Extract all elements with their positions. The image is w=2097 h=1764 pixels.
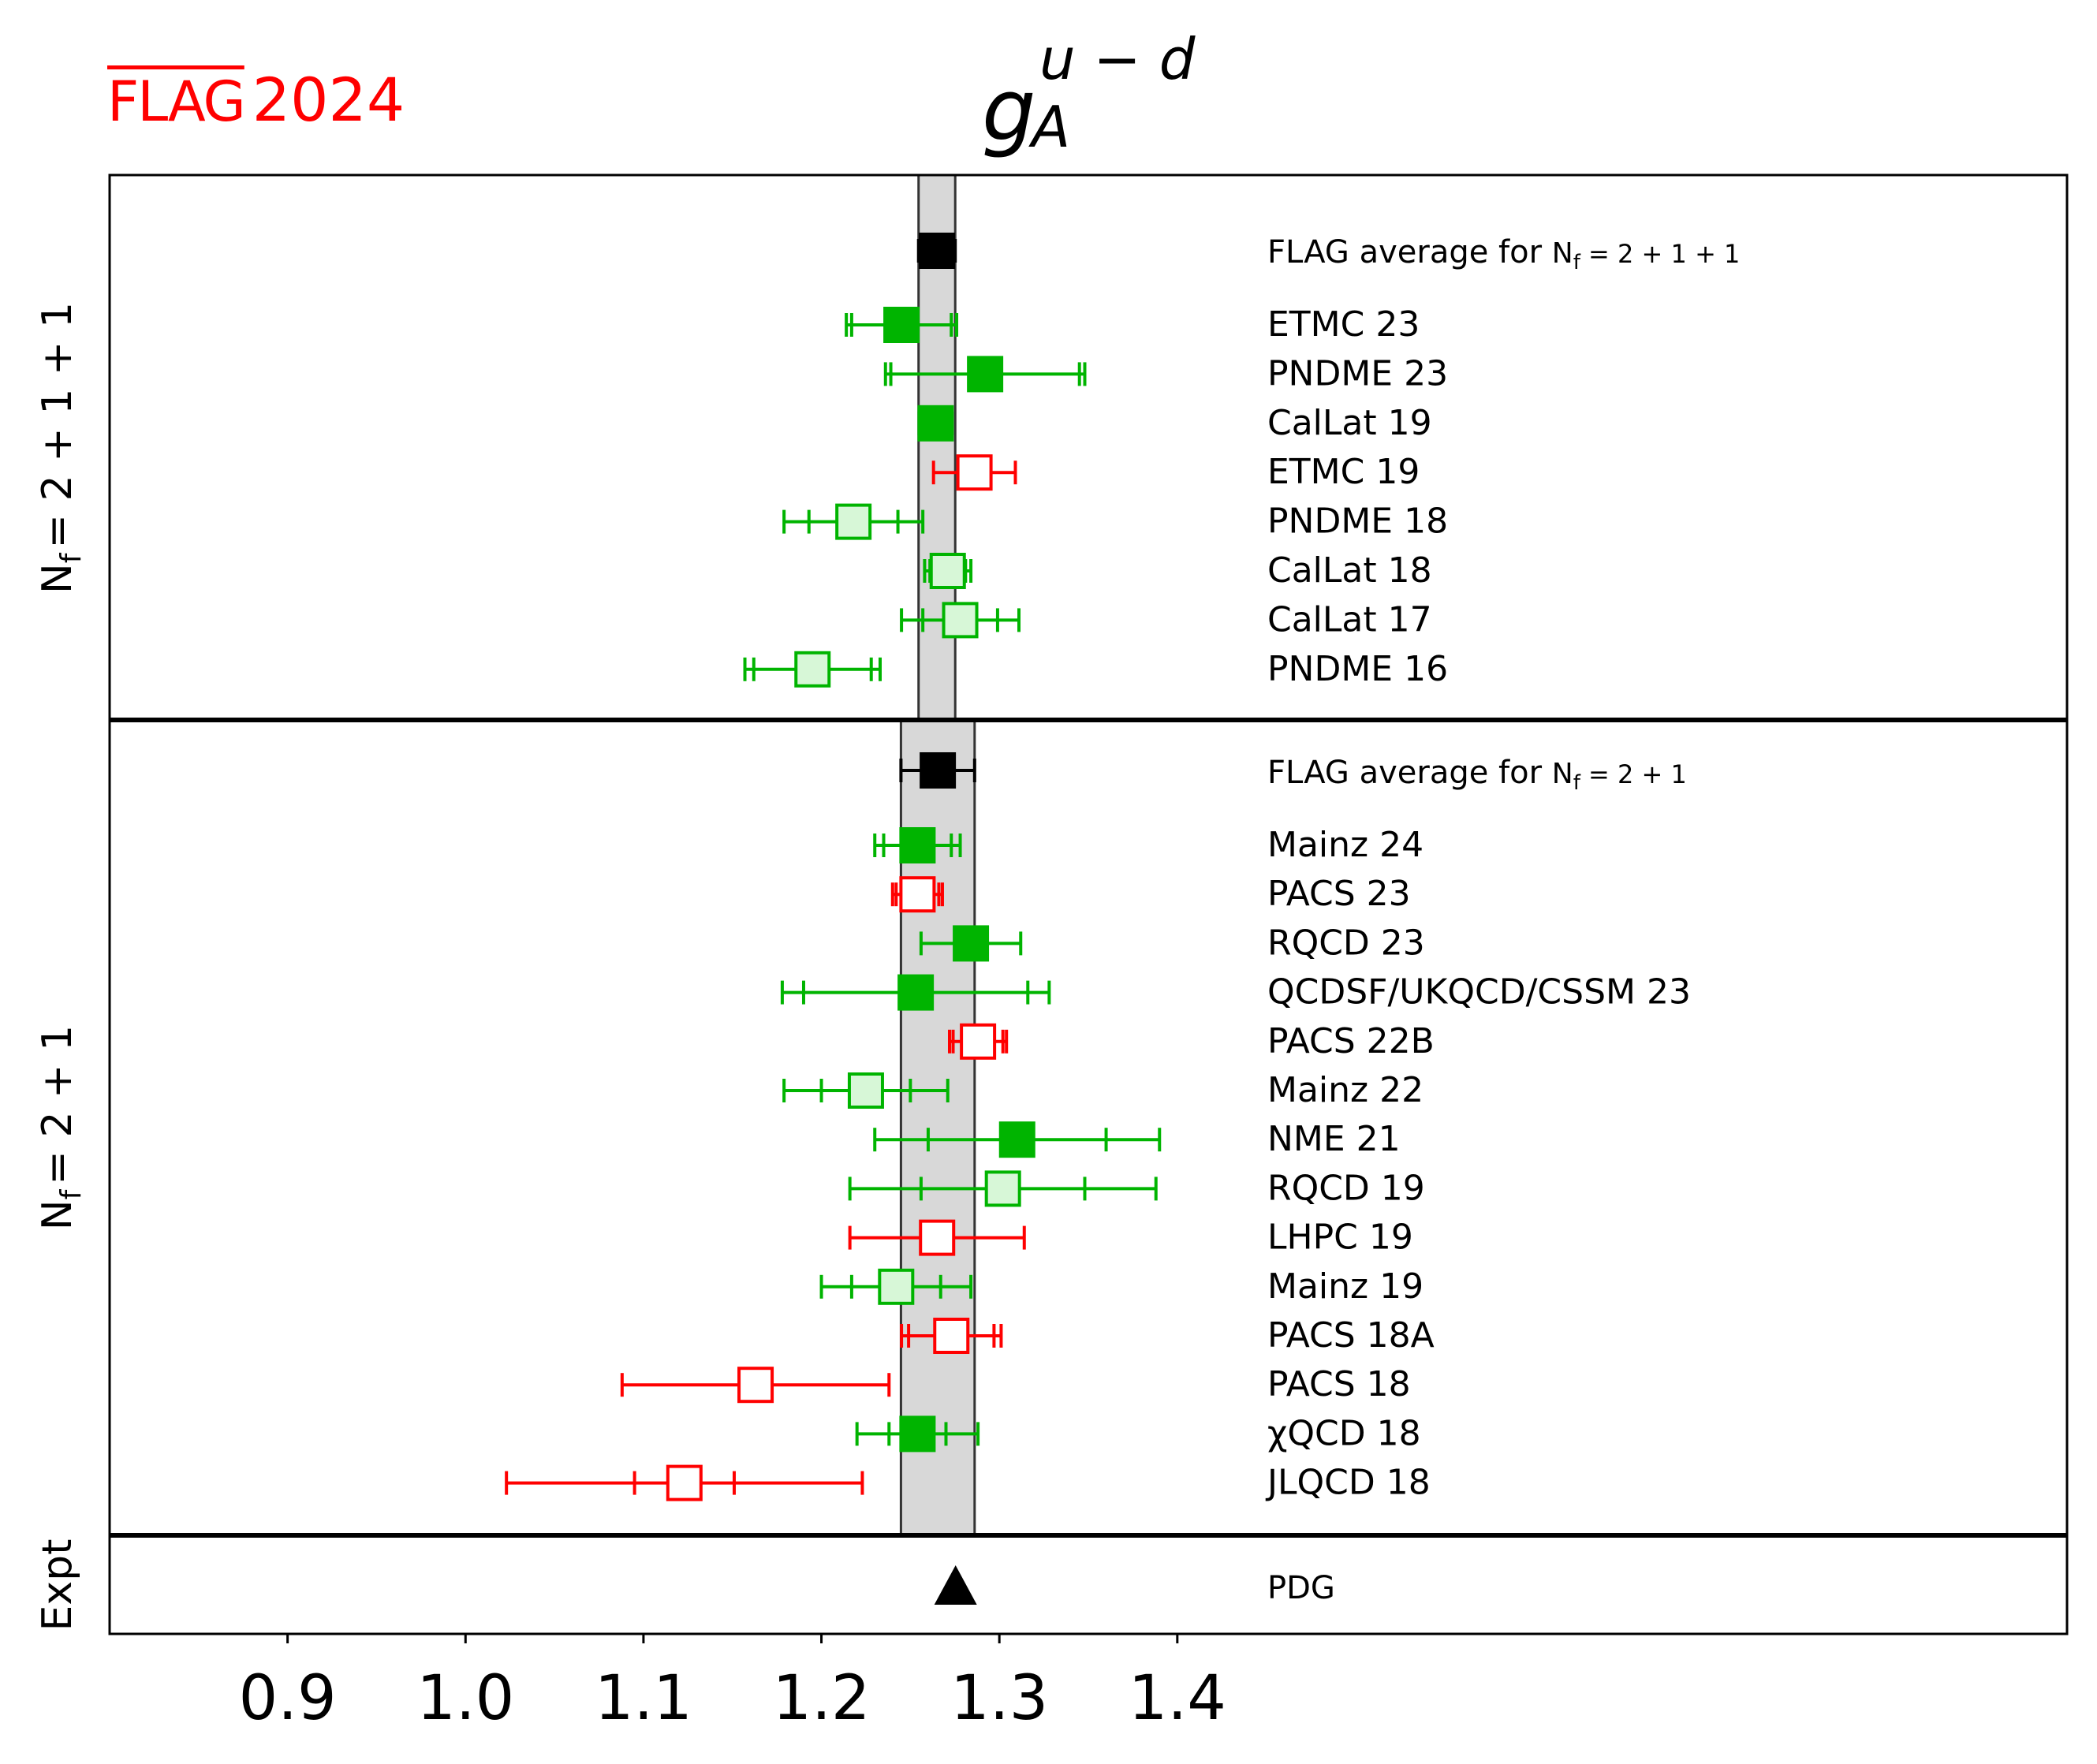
- collaboration-label: CalLat 18: [1267, 550, 1432, 591]
- panel-label-expt: Expt: [34, 1538, 81, 1631]
- flag-logo-year: 2024: [252, 65, 405, 135]
- x-tick-label: 1.1: [595, 1663, 692, 1734]
- point-nf21-1-marker: [899, 876, 936, 913]
- point-nf2111-4-marker: [835, 503, 872, 540]
- collaboration-label: JLQCD 18: [1265, 1463, 1431, 1503]
- collaboration-label: PACS 18A: [1267, 1315, 1435, 1356]
- point-nf21-11-marker: [737, 1367, 774, 1404]
- average-label-nf21: FLAG average for Nf = 2 + 1: [1267, 755, 1687, 795]
- collaboration-label: NME 21: [1267, 1119, 1401, 1159]
- flag-average-nf2111-marker: [918, 233, 955, 269]
- point-nf21-12-errorbar: [855, 1422, 980, 1446]
- point-nf2111-2-marker: [917, 405, 954, 442]
- collaboration-label: RQCD 23: [1267, 923, 1425, 963]
- point-nf21-9-marker: [878, 1268, 915, 1305]
- point-nf2111-5-marker: [929, 553, 966, 589]
- point-nf21-2-marker: [953, 925, 990, 962]
- x-tick-label: 0.9: [239, 1663, 337, 1734]
- point-nf21-3-marker: [897, 974, 935, 1011]
- point-nf2111-0-marker: [883, 307, 920, 343]
- point-nf21-4-marker: [960, 1023, 997, 1060]
- collaboration-label: PNDME 18: [1267, 502, 1448, 542]
- point-nf2111-4-errorbar: [782, 509, 925, 534]
- collaboration-label: Mainz 19: [1267, 1266, 1423, 1307]
- panel-label-nf2111: Nf= 2 + 1 + 1: [34, 302, 88, 594]
- x-tick-label: 1.0: [416, 1663, 514, 1734]
- collaboration-label: PACS 22B: [1267, 1021, 1435, 1061]
- collaboration-label: LHPC 19: [1267, 1218, 1413, 1258]
- flag-2024-logo: FLAG 2024: [107, 65, 405, 135]
- collaboration-label: PNDME 23: [1267, 353, 1448, 393]
- flag-logo-text: FLAG: [107, 69, 246, 134]
- collaboration-label: PACS 23: [1267, 874, 1411, 914]
- collaboration-label: PDG: [1267, 1570, 1335, 1606]
- collaboration-label: χQCD 18: [1267, 1413, 1421, 1453]
- collaboration-label: QCDSF/UKQCD/CSSM 23: [1267, 972, 1691, 1013]
- point-nf2111-6-marker: [942, 602, 979, 639]
- x-tick-label: 1.3: [950, 1663, 1048, 1734]
- plot-frame: [108, 173, 2069, 1635]
- x-tick-label: 1.4: [1129, 1663, 1226, 1734]
- collaboration-label: Mainz 22: [1267, 1070, 1423, 1110]
- point-nf2111-6-errorbar: [900, 608, 1021, 632]
- point-nf2111-1-marker: [967, 356, 1004, 393]
- collaboration-label: ETMC 19: [1267, 452, 1420, 492]
- point-nf2111-3-marker: [956, 454, 993, 491]
- point-nf21-6-marker: [998, 1121, 1035, 1158]
- point-nf21-0-marker: [899, 827, 936, 863]
- point-nf21-7-marker: [984, 1170, 1021, 1207]
- point-nf21-5-marker: [847, 1072, 884, 1109]
- collaboration-label: CalLat 19: [1267, 403, 1432, 443]
- point-nf21-10-marker: [933, 1318, 970, 1354]
- flag-average-nf21-marker: [920, 752, 957, 789]
- collaboration-label: CalLat 17: [1267, 599, 1432, 640]
- point-nf21-12-marker: [899, 1415, 936, 1453]
- point-nf2111-7-marker: [794, 651, 831, 688]
- collaboration-label: Mainz 24: [1267, 825, 1423, 865]
- chart-title-subscript: A: [1028, 94, 1070, 160]
- chart-title-superscript: u − d: [1039, 26, 1196, 92]
- chart-title: g: [982, 62, 1036, 160]
- average-label-nf2111: FLAG average for Nf = 2 + 1 + 1: [1267, 234, 1740, 274]
- point-nf21-13-marker: [666, 1464, 703, 1501]
- collaboration-label: PACS 18: [1267, 1364, 1411, 1404]
- pdg-marker: [934, 1565, 977, 1605]
- point-nf21-8-marker: [919, 1219, 956, 1256]
- collaboration-label: ETMC 23: [1267, 304, 1420, 345]
- flag-average-band-nf21: [899, 718, 976, 1537]
- x-tick-label: 1.2: [773, 1663, 871, 1734]
- collaboration-label: PNDME 16: [1267, 649, 1448, 689]
- panel-label-nf21: Nf= 2 + 1: [34, 1025, 88, 1231]
- collaboration-label: RQCD 19: [1267, 1168, 1425, 1208]
